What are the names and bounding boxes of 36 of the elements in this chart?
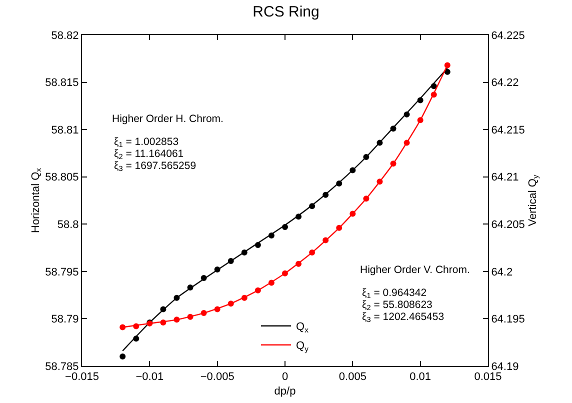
y2-tick-label: 64.205 [491, 218, 525, 231]
y-tick-label: 58.81 [51, 124, 79, 136]
legend-label: Q$_{y}$ [296, 340, 309, 354]
x-tick-label: 0 [282, 371, 288, 384]
y-tick-label: 58.805 [45, 172, 79, 184]
y2-tick-label: 64.22 [491, 77, 519, 90]
x-tick-label: −0.01 [136, 371, 164, 384]
chart-title: RCS Ring [252, 4, 320, 21]
y2-tick-label: 64.215 [491, 124, 525, 136]
legend-label: Q$_{x}$ [296, 321, 309, 334]
y-tick-label: 58.82 [51, 30, 79, 42]
y2-tick-label: 64.195 [491, 314, 525, 326]
y-tick-label: 58.8 [57, 218, 79, 231]
annotation: Higher Order H. Chrom. [112, 113, 224, 125]
x-tick-label: 0.005 [338, 371, 366, 384]
x-tick-label: −0.005 [200, 371, 234, 384]
annotation: Higher Order V. Chrom. [360, 264, 470, 276]
y2-tick-label: 64.21 [491, 172, 519, 184]
annotation: ξ$_{3}$ = 1202.465453 [362, 311, 444, 324]
x-axis-title: dp/p [274, 385, 296, 398]
y-tick-label: 58.785 [45, 360, 79, 373]
x-tick-label: 0.01 [410, 371, 432, 384]
y2-tick-label: 64.225 [491, 30, 525, 42]
y-tick-label: 58.815 [45, 77, 79, 90]
annotation: ξ$_{1}$ = 0.964342 [362, 287, 427, 300]
y-tick-label: 58.795 [45, 266, 79, 278]
annotation: ξ$_{3}$ = 1697.565259 [114, 160, 196, 174]
x-tick-label: 0.015 [474, 371, 502, 384]
annotation: ξ$_{2}$ = 55.808623 [362, 299, 433, 312]
y2-tick-label: 64.2 [491, 266, 513, 278]
y-tick-label: 58.79 [51, 314, 79, 326]
y2-tick-label: 64.19 [491, 360, 519, 373]
x-tick-label: −0.015 [65, 371, 99, 384]
annotation: ξ$_{2}$ = 11.164061 [114, 148, 184, 162]
annotation: ξ$_{1}$ = 1.002853 [114, 136, 179, 150]
point [120, 354, 126, 360]
